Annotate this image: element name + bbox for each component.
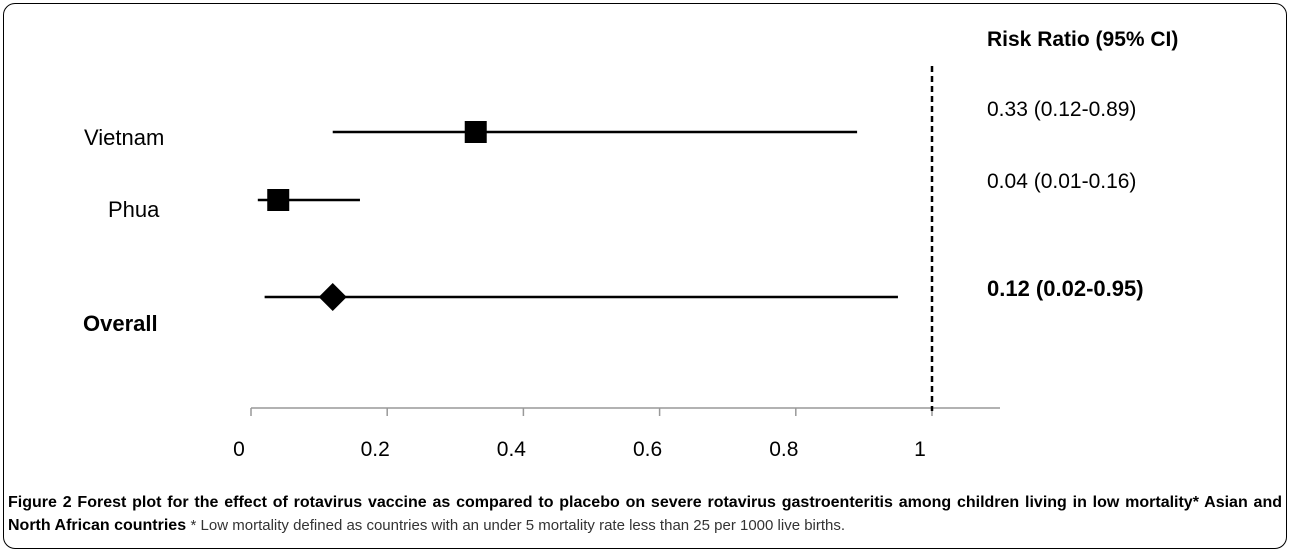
x-tick-label-2: 0.4 [497, 438, 527, 461]
x-tick-label-0: 0 [233, 438, 245, 461]
caption-note: * Low mortality defined as countries wit… [190, 517, 846, 534]
forest-row-vietnam: Vietnam 0.33 (0.12-0.89) [84, 98, 1136, 150]
forest-row-overall: Overall 0.12 (0.02-0.95) [83, 276, 1144, 336]
figure-caption: Figure 2 Forest plot for the effect of r… [8, 491, 1282, 537]
forest-row-phua: Phua 0.04 (0.01-0.16) [108, 170, 1136, 222]
point-estimate-square [464, 121, 487, 143]
row-ci-text: 0.33 (0.12-0.89) [987, 98, 1136, 121]
forest-rows: Vietnam 0.33 (0.12-0.89) Phua 0.04 (0.01-0.… [83, 98, 1144, 336]
row-label: Phua [108, 197, 160, 222]
row-label: Vietnam [84, 125, 164, 150]
x-axis: 0 0.2 0.4 0.6 0.8 1 [233, 407, 1000, 461]
row-ci-text: 0.12 (0.02-0.95) [987, 276, 1144, 301]
caption-lead: Figure 2 Forest plot for the effect of r… [8, 494, 1282, 534]
x-tick-label-3: 0.6 [633, 438, 662, 461]
figure-frame [3, 3, 1287, 549]
x-tick-label-1: 0.2 [361, 438, 390, 461]
x-tick-label-5: 1 [914, 438, 926, 461]
point-estimate-square [267, 189, 290, 211]
column-header: Risk Ratio (95% CI) [987, 28, 1178, 51]
point-estimate-diamond [318, 283, 347, 311]
x-tick-label-4: 0.8 [769, 438, 798, 461]
row-label: Overall [83, 311, 158, 336]
forest-plot: 0 0.2 0.4 0.6 0.8 1 Vietnam 0.33 (0.12-0.89) Ph… [83, 28, 1178, 461]
row-ci-text: 0.04 (0.01-0.16) [987, 170, 1136, 193]
